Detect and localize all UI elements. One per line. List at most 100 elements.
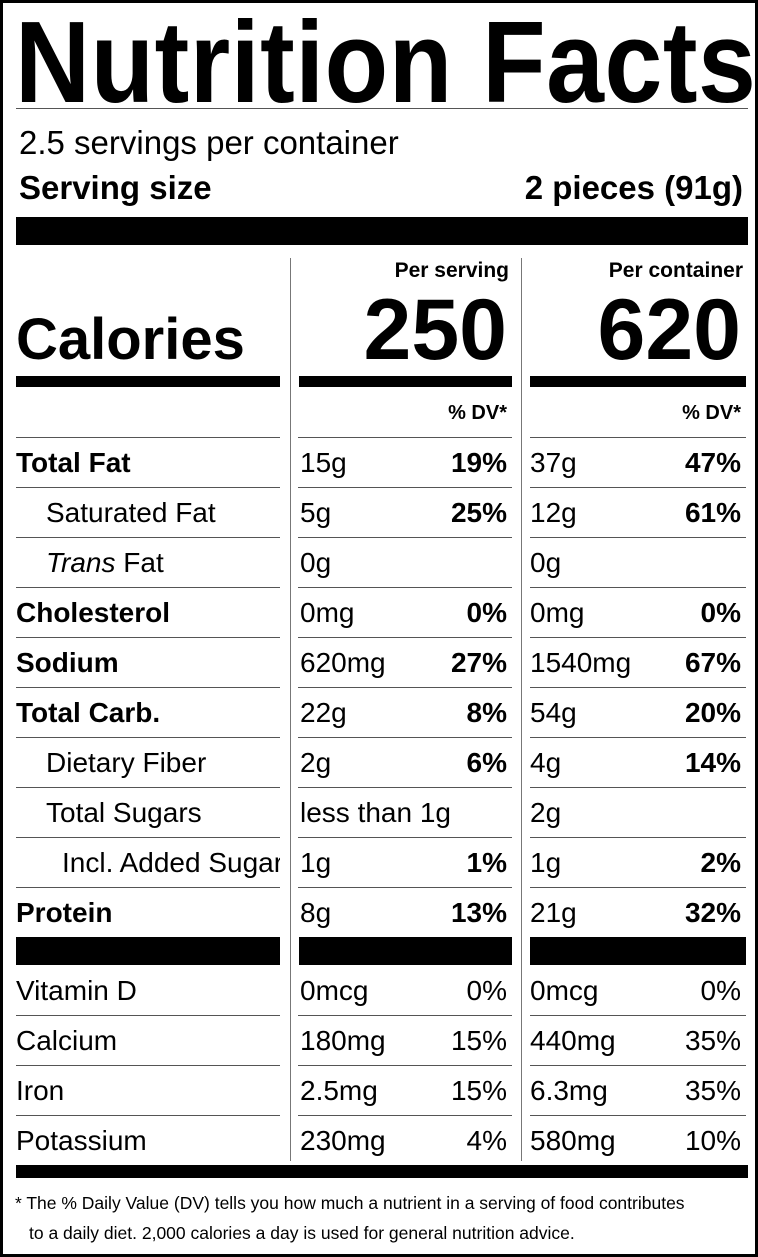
dv-per-container: 0% <box>700 975 741 1006</box>
dv-per-container: 10% <box>684 1125 741 1156</box>
amount-per-container: 0mcg <box>530 975 599 1006</box>
row-rule <box>298 1065 512 1066</box>
dv-per-container: 35% <box>684 1075 741 1106</box>
row-rule <box>298 687 512 688</box>
calories-label: Calories <box>16 307 245 372</box>
row-rule <box>16 537 280 538</box>
dv-per-container: 14% <box>684 747 741 778</box>
dv-per-serving: 6% <box>466 747 507 778</box>
row-rule <box>530 787 746 788</box>
row-rule <box>16 737 280 738</box>
nutrient-name: Incl. Added Sugar <box>62 847 280 878</box>
amount-per-container: 54g <box>530 697 577 728</box>
dv-per-container: 32% <box>684 897 741 928</box>
nutrient-name: Dietary Fiber <box>46 747 207 778</box>
amount-per-container: 0g <box>530 547 562 578</box>
row-rule <box>530 687 746 688</box>
nutrient-name: Sodium <box>16 647 119 678</box>
dv-per-container: 67% <box>684 647 741 678</box>
thick-bar <box>299 937 512 965</box>
nutrient-name: Total Fat <box>16 447 131 478</box>
per-serving-header: Per serving <box>394 259 509 282</box>
amount-per-serving: 2g <box>300 747 332 778</box>
nutrient-name: Protein <box>16 897 113 928</box>
nutrient-name: Calcium <box>16 1025 118 1056</box>
calories-bar <box>530 376 746 387</box>
amount-per-serving: 1g <box>300 847 332 878</box>
amount-per-container: 37g <box>530 447 577 478</box>
servings: 2.5 servings per container <box>19 124 399 161</box>
row-rule <box>298 787 512 788</box>
nutrient-name: Cholesterol <box>16 597 171 628</box>
dv-header: % DV* <box>448 402 507 424</box>
nutrient-name: Trans Fat <box>46 543 280 583</box>
thick-bar <box>530 937 746 965</box>
dv-per-serving: 15% <box>450 1075 507 1106</box>
row-rule <box>530 737 746 738</box>
title: Nutrition Facts <box>15 0 757 128</box>
row-rule <box>16 1015 280 1016</box>
calories-bar <box>16 376 280 387</box>
row-rule <box>16 1115 280 1116</box>
dv-per-container: 35% <box>684 1025 741 1056</box>
calories-bar <box>299 376 512 387</box>
amount-per-container: 440mg <box>530 1025 616 1056</box>
amount-per-serving: 0mg <box>300 597 355 628</box>
row-rule <box>530 637 746 638</box>
footnote: * The % Daily Value (DV) tells you how m… <box>15 1193 685 1213</box>
thick-bar <box>16 217 748 245</box>
amount-per-container: 1540mg <box>530 647 632 678</box>
calories-per-container: 620 <box>597 282 742 378</box>
nutrient-name-text: Fat <box>123 547 164 578</box>
amount-per-serving: 2.5mg <box>300 1075 378 1106</box>
dv-per-serving: 19% <box>450 447 507 478</box>
amount-per-container: 0mg <box>530 597 585 628</box>
row-rule <box>530 887 746 888</box>
dv-per-serving: 13% <box>450 897 507 928</box>
dv-per-serving: 25% <box>450 497 507 528</box>
amount-per-container: 21g <box>530 897 577 928</box>
dv-per-serving: 0% <box>466 597 507 628</box>
row-rule <box>530 437 746 438</box>
dv-per-serving: 0% <box>466 975 507 1006</box>
row-rule <box>298 537 512 538</box>
row-rule <box>16 887 280 888</box>
row-rule <box>530 1065 746 1066</box>
nutrient-name: Saturated Fat <box>46 497 216 528</box>
dv-per-container: 47% <box>684 447 741 478</box>
nutrient-name: Vitamin D <box>16 975 137 1006</box>
thick-bar <box>16 1165 748 1178</box>
amount-per-serving: 0g <box>300 547 332 578</box>
row-rule <box>298 737 512 738</box>
row-rule <box>298 437 512 438</box>
row-rule <box>16 637 280 638</box>
row-rule <box>298 1115 512 1116</box>
dv-header: % DV* <box>682 402 741 424</box>
dv-per-serving: 1% <box>466 847 507 878</box>
amount-per-serving: 230mg <box>300 1125 386 1156</box>
amount-per-container: 4g <box>530 747 562 778</box>
calories-per-serving: 250 <box>363 282 508 378</box>
title-rule <box>16 108 748 109</box>
row-rule <box>298 837 512 838</box>
footnote: to a daily diet. 2,000 calories a day is… <box>29 1223 575 1243</box>
amount-per-container: 1g <box>530 847 562 878</box>
amount-per-serving: 8g <box>300 897 332 928</box>
amount-per-serving: 5g <box>300 497 332 528</box>
amount-per-serving: 0mcg <box>300 975 369 1006</box>
row-rule <box>530 587 746 588</box>
amount-per-serving: 180mg <box>300 1025 386 1056</box>
amount-per-container: 580mg <box>530 1125 616 1156</box>
row-rule <box>298 587 512 588</box>
row-rule <box>298 637 512 638</box>
row-rule <box>530 837 746 838</box>
dv-per-container: 0% <box>700 597 741 628</box>
nutrient-name: Potassium <box>16 1125 147 1156</box>
dv-per-serving: 4% <box>466 1125 507 1156</box>
row-rule <box>530 1115 746 1116</box>
column-rule <box>521 258 522 1161</box>
serving-size-value: 2 pieces (91g) <box>524 169 743 206</box>
nutrient-name: Iron <box>16 1075 65 1106</box>
per-container-header: Per container <box>608 259 743 282</box>
